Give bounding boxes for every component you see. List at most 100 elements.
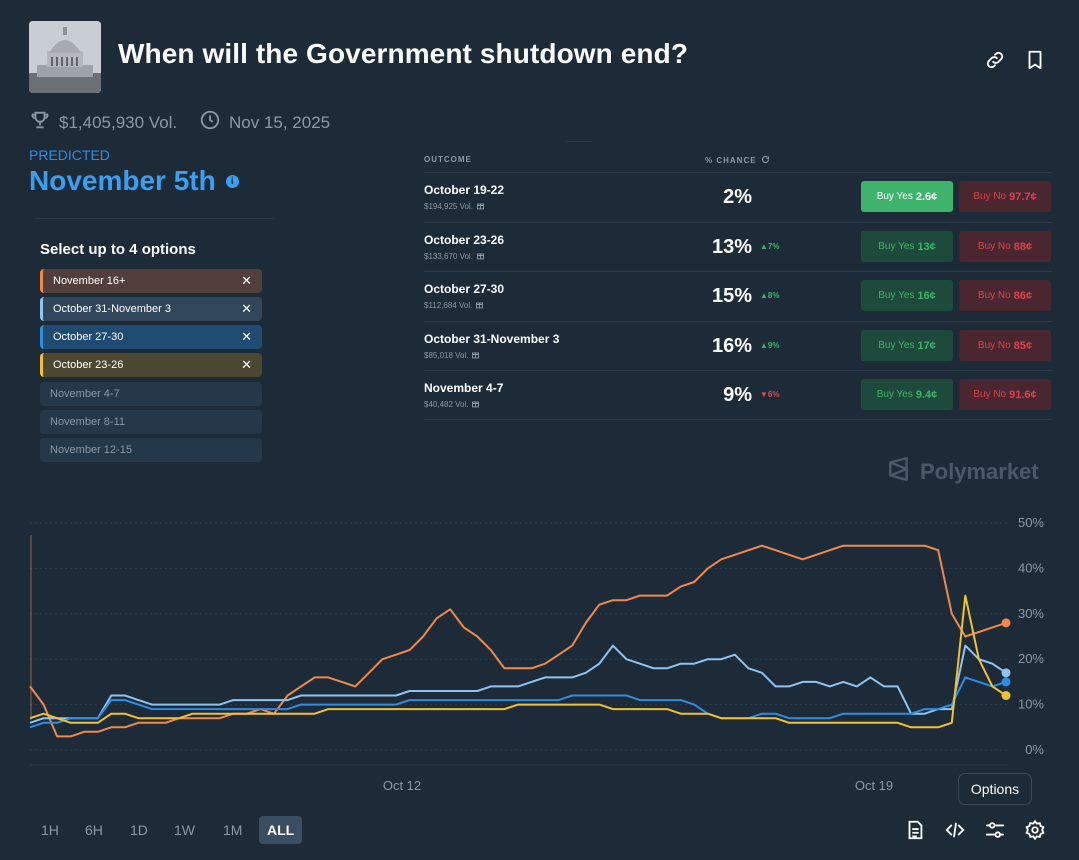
options-tooltip: Options <box>958 773 1032 805</box>
x-tick-label: Oct 12 <box>383 778 421 793</box>
refresh-icon[interactable] <box>761 155 770 166</box>
row-divider <box>424 271 1052 272</box>
option-chip[interactable]: November 12-15 <box>40 438 262 462</box>
buy-no-label: Buy No <box>973 191 1007 202</box>
option-chip[interactable]: November 16+ ✕ <box>40 269 262 293</box>
gift-icon <box>476 201 485 212</box>
series-line <box>29 544 1007 738</box>
row-divider <box>424 370 1052 371</box>
series-line <box>29 644 1007 724</box>
remove-option-icon[interactable]: ✕ <box>241 273 252 288</box>
y-tick-label: 10% <box>1018 697 1044 712</box>
gift-icon <box>475 300 484 311</box>
outcome-volume: $85,018 Vol. <box>424 350 480 361</box>
outcome-volume-text: $40,482 Vol. <box>424 400 469 409</box>
buy-yes-label: Buy Yes <box>878 241 915 252</box>
buy-yes-button[interactable]: Buy Yes 2.6¢ <box>861 181 953 212</box>
chance-delta: ▲9% <box>760 341 780 350</box>
option-chip[interactable]: October 23-26 ✕ <box>40 353 262 377</box>
time-range-1d[interactable]: 1D <box>130 822 148 838</box>
option-chip[interactable]: October 31-November 3 ✕ <box>40 297 262 321</box>
settings-gear-icon[interactable] <box>1024 819 1046 841</box>
buy-no-label: Buy No <box>977 340 1011 351</box>
buy-yes-button[interactable]: Buy Yes 17¢ <box>861 330 953 361</box>
option-chip[interactable]: November 4-7 <box>40 382 262 406</box>
y-tick-label: 50% <box>1018 515 1044 530</box>
buy-yes-label: Buy Yes <box>878 290 915 301</box>
chance-delta: ▼6% <box>760 390 780 399</box>
outcome-chance: 16% <box>711 335 752 357</box>
end-date-text: Nov 15, 2025 <box>229 112 331 132</box>
outcome-volume-text: $85,018 Vol. <box>424 351 469 360</box>
buy-yes-price: 16¢ <box>917 289 936 302</box>
market-title: When will the Government shutdown end? <box>118 38 689 69</box>
buy-no-label: Buy No <box>973 389 1007 400</box>
outcome-chance: 2% <box>723 186 752 208</box>
time-range-all[interactable]: ALL <box>259 816 303 844</box>
series-endpoint <box>1001 691 1011 701</box>
predicted-label: PREDICTED <box>29 147 110 163</box>
outcome-volume: $133,670 Vol. <box>424 251 485 262</box>
buy-no-label: Buy No <box>977 290 1011 301</box>
buy-no-button[interactable]: Buy No 91.6¢ <box>959 379 1051 410</box>
remove-option-icon[interactable]: ✕ <box>241 329 252 344</box>
time-range-1m[interactable]: 1M <box>223 822 243 838</box>
chance-delta: ▲7% <box>760 242 780 251</box>
bookmark-icon[interactable] <box>1024 49 1046 71</box>
series-endpoint <box>1001 668 1011 678</box>
option-chip[interactable]: November 8-11 <box>40 410 262 434</box>
volume-text: $1,405,930 Vol. <box>59 112 178 132</box>
buy-no-button[interactable]: Buy No 97.7¢ <box>959 181 1051 212</box>
document-icon[interactable] <box>904 819 926 841</box>
outcome-name: October 23-26 <box>424 233 505 247</box>
divider <box>35 218 273 219</box>
buy-yes-label: Buy Yes <box>876 389 913 400</box>
series-line <box>29 676 1007 729</box>
option-label: November 4-7 <box>50 388 120 400</box>
buy-yes-price: 17¢ <box>917 339 936 352</box>
series-endpoint <box>1001 677 1011 687</box>
gift-icon <box>471 399 480 410</box>
remove-option-icon[interactable]: ✕ <box>241 301 252 316</box>
option-label: November 16+ <box>53 275 126 287</box>
outcome-name: October 31-November 3 <box>424 332 560 346</box>
y-tick-label: 40% <box>1018 560 1044 575</box>
buy-yes-label: Buy Yes <box>878 340 915 351</box>
option-chip[interactable]: October 27-30 ✕ <box>40 325 262 349</box>
buy-no-price: 86¢ <box>1013 289 1033 302</box>
buy-no-button[interactable]: Buy No 86¢ <box>959 280 1051 311</box>
outcome-volume: $40,482 Vol. <box>424 399 480 410</box>
table-top-divider <box>567 141 592 142</box>
buy-no-label: Buy No <box>977 241 1011 252</box>
buy-no-button[interactable]: Buy No 85¢ <box>959 330 1051 361</box>
option-label: October 23-26 <box>53 359 124 371</box>
predicted-value: November 5th i <box>29 165 239 197</box>
sliders-icon[interactable] <box>984 819 1006 841</box>
remove-option-icon[interactable]: ✕ <box>241 357 252 372</box>
buy-no-button[interactable]: Buy No 88¢ <box>959 231 1051 262</box>
buy-yes-button[interactable]: Buy Yes 16¢ <box>861 280 953 311</box>
outcome-chance: 15% <box>711 285 752 307</box>
time-range-6h[interactable]: 6H <box>85 822 103 838</box>
time-range-1w[interactable]: 1W <box>174 822 195 838</box>
polymarket-logo-icon <box>886 456 912 488</box>
price-history-chart[interactable]: 50% 40% 30% 20% 10% 0% Oct 12 Oct 19 <box>0 500 1079 810</box>
link-icon[interactable] <box>984 49 1006 71</box>
buy-yes-button[interactable]: Buy Yes 13¢ <box>861 231 953 262</box>
option-label: October 31-November 3 <box>53 303 171 315</box>
buy-yes-button[interactable]: Buy Yes 9.4¢ <box>861 379 953 410</box>
series-endpoint <box>1001 618 1011 628</box>
market-thumbnail <box>29 21 101 93</box>
volume-meta: $1,405,930 Vol. <box>29 109 177 136</box>
time-range-1h[interactable]: 1H <box>41 822 59 838</box>
outcome-header: OUTCOME <box>424 155 472 164</box>
row-divider <box>424 172 1052 173</box>
chance-header-label: % CHANCE <box>705 156 757 165</box>
polymarket-watermark: Polymarket <box>886 456 1039 488</box>
outcome-chance: 13% <box>711 236 752 258</box>
info-icon[interactable]: i <box>225 174 239 188</box>
chance-delta: ▲8% <box>760 291 780 300</box>
option-label: November 12-15 <box>50 444 132 456</box>
embed-code-icon[interactable] <box>944 819 966 841</box>
row-divider <box>424 222 1052 223</box>
